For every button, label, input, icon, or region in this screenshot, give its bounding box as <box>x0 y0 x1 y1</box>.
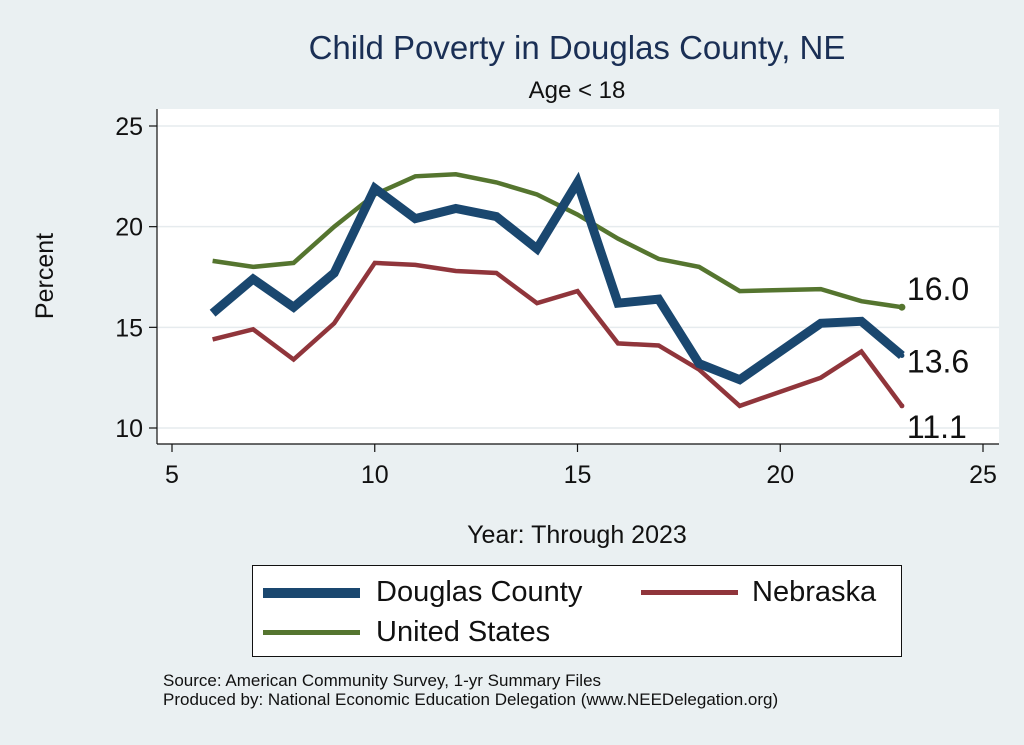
gridlines <box>157 125 999 429</box>
plot-area <box>157 109 999 444</box>
series-group <box>209 171 906 409</box>
legend-item-nebraska: Nebraska <box>641 576 876 609</box>
y-tick-label-10: 10 <box>115 415 143 443</box>
series-line-nebraska <box>212 260 904 409</box>
end-label-united-states: 16.0 <box>907 271 969 307</box>
legend-item-douglas-county: Douglas County <box>263 576 582 609</box>
y-tick-label-20: 20 <box>115 214 143 242</box>
legend-label-douglas-county: Douglas County <box>376 576 583 608</box>
axes: 10 15 20 25 5 10 15 20 25 <box>115 109 999 489</box>
legend-item-united-states: United States <box>263 616 550 649</box>
legend-label-nebraska: Nebraska <box>752 576 877 608</box>
series-line-united-states <box>212 172 903 310</box>
x-tick-label-20: 20 <box>766 461 794 489</box>
end-label-nebraska: 11.1 <box>907 409 967 445</box>
end-label-douglas-county: 13.6 <box>907 344 969 380</box>
legend-swatch-united-states <box>263 630 360 635</box>
x-tick-label-5: 5 <box>165 461 179 489</box>
x-tick-label-25: 25 <box>969 461 997 489</box>
end-point-douglas-county <box>899 353 905 359</box>
end-point-nebraska <box>899 403 905 409</box>
chart-subtitle: Age < 18 <box>529 77 626 104</box>
legend: Douglas County Nebraska United States <box>252 565 902 657</box>
legend-swatch-nebraska <box>641 590 738 595</box>
chart-notes: Source: American Community Survey, 1-yr … <box>163 671 778 709</box>
end-point-united-states <box>898 303 906 311</box>
chart-title: Child Poverty in Douglas County, NE <box>309 29 846 66</box>
y-tick-label-15: 15 <box>115 314 143 342</box>
source-note: Source: American Community Survey, 1-yr … <box>163 671 602 690</box>
x-tick-label-15: 15 <box>564 461 592 489</box>
produced-by-note: Produced by: National Economic Education… <box>163 690 779 709</box>
x-tick-label-10: 10 <box>361 461 389 489</box>
y-tick-label-25: 25 <box>115 113 143 141</box>
end-labels: 13.6 11.1 16.0 <box>907 271 969 445</box>
x-axis-label: Year: Through 2023 <box>467 521 687 549</box>
series-line-douglas-county <box>209 171 905 385</box>
y-axis-label: Percent <box>31 233 59 319</box>
legend-label-united-states: United States <box>376 616 551 648</box>
legend-swatch-douglas-county <box>263 587 360 598</box>
